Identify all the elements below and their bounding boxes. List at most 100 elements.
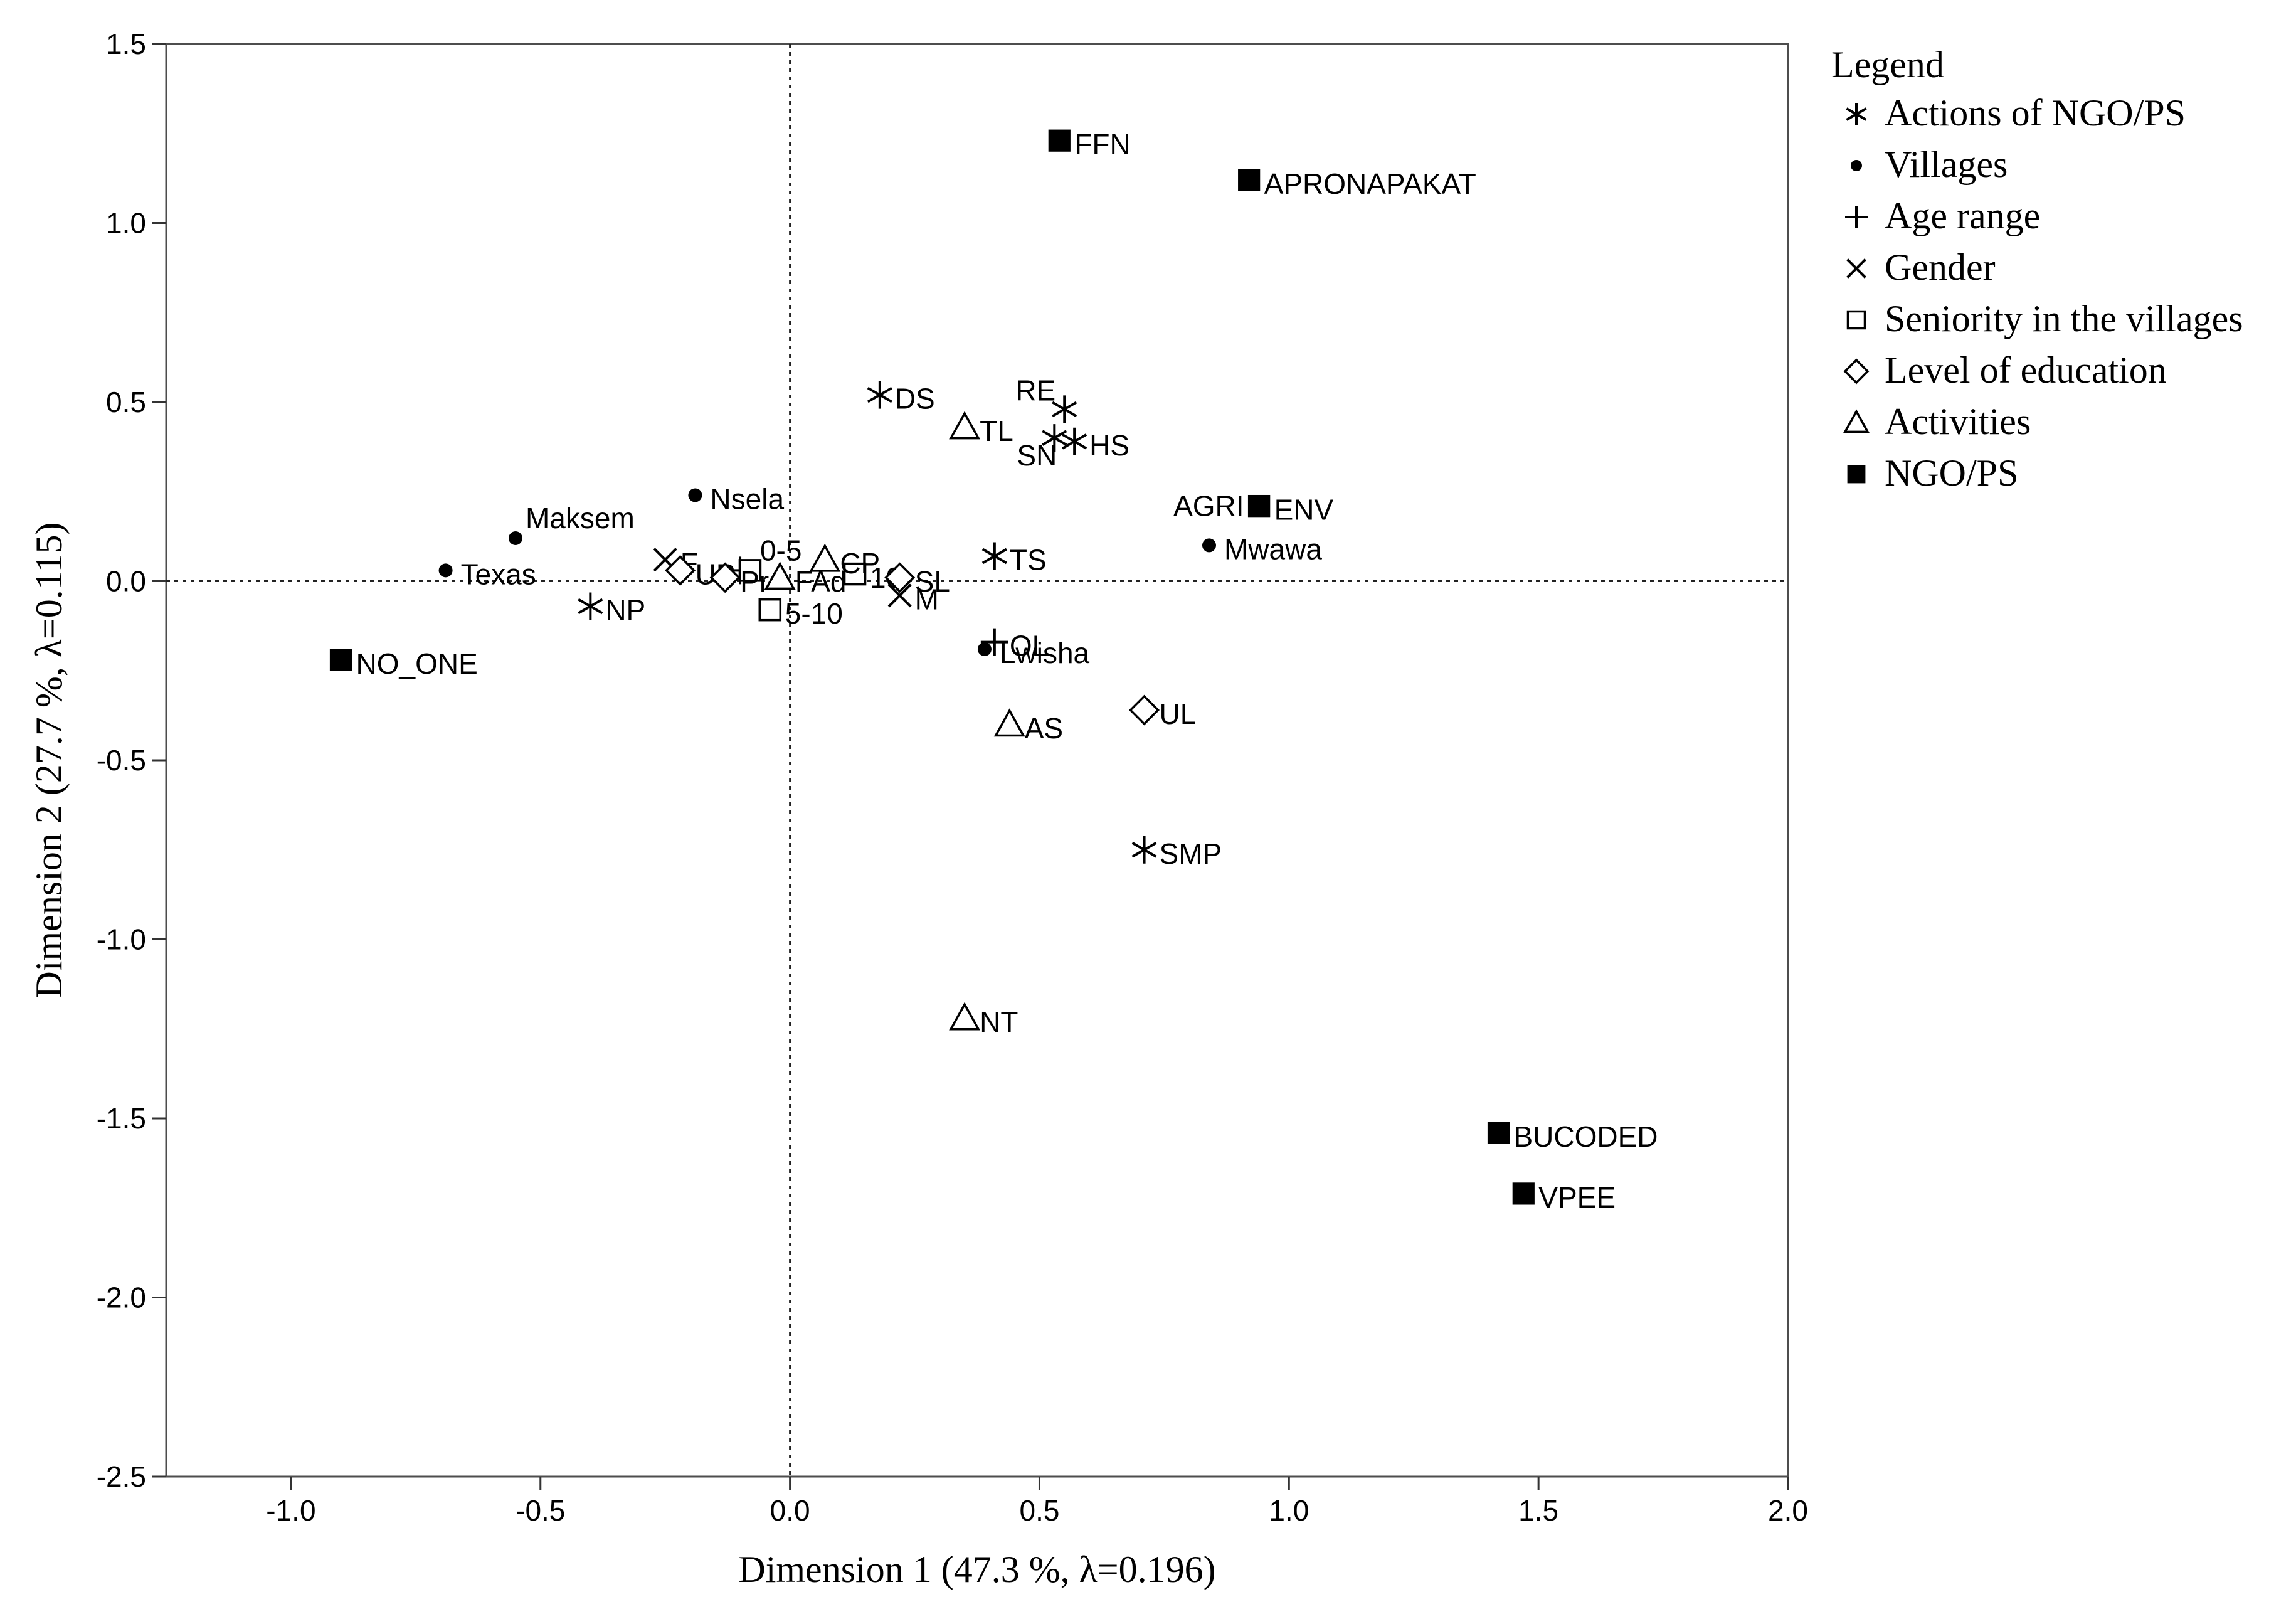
data-point (949, 411, 981, 440)
x-axis: -1.0 -0.5 0.0 0.5 1.0 1.5 2.0 (266, 1477, 1808, 1527)
data-point (665, 555, 696, 586)
data-point (993, 708, 1025, 737)
data-point (867, 381, 892, 409)
x-tick-label: 1.5 (1518, 1494, 1558, 1527)
x-tick-label: -1.0 (266, 1494, 315, 1527)
point-label: SL (915, 565, 950, 598)
point-label: M (915, 583, 939, 615)
legend-marker (1846, 258, 1866, 279)
y-axis: 1.5 1.0 0.5 0.0 -0.5 -1.0 -1.5 -2.0 -2.5 (97, 28, 166, 1493)
data-point (809, 543, 841, 572)
series-level-of-education: ULUPPrSL (665, 555, 1197, 730)
legend-label: Villages (1885, 144, 2008, 185)
point-label: VPEE (1538, 1181, 1616, 1214)
point-label: Mwawa (1224, 533, 1322, 565)
point-label: TS (1010, 544, 1047, 576)
point-label: Nsela (710, 482, 784, 515)
point-label: NP (605, 593, 645, 626)
legend-marker (1846, 103, 1867, 125)
point-label: FAd (795, 565, 847, 598)
legend-label: Activities (1885, 401, 2031, 442)
legend-entry: Level of education (1843, 349, 2167, 391)
legend-entry: Villages (1851, 144, 2008, 185)
legend-items: Actions of NGO/PS Villages Age range Gender… (1843, 92, 2243, 494)
series-actions-of-ngo-ps: DS RE SN HS TS SMP NP (578, 374, 1222, 870)
y-tick-label: -2.5 (97, 1460, 146, 1493)
data-point (738, 559, 762, 582)
point-label: NT (980, 1006, 1018, 1038)
data-point (1052, 395, 1077, 423)
x-tick-label: 0.0 (770, 1494, 810, 1527)
point-label: BUCODED (1513, 1120, 1658, 1153)
data-point (688, 488, 702, 502)
data-point (764, 561, 796, 590)
point-label: UL (1160, 698, 1197, 730)
legend-title: Legend (1831, 44, 1944, 85)
legend-label: Seniority in the villages (1885, 298, 2243, 339)
point-label: Maksem (526, 502, 635, 534)
series-villages: Nsela Maksem Texas Mwawa Lwisha (438, 482, 1322, 669)
data-point (1062, 427, 1087, 455)
point-label: Lwisha (1000, 637, 1090, 669)
data-points: DS RE SN HS TS SMP NP Nsela Maksem Texas Mwawa Lwis… (329, 128, 1658, 1214)
x-tick-label: -0.5 (516, 1494, 565, 1527)
data-point (887, 583, 912, 608)
legend-entry: Activities (1843, 401, 2031, 442)
data-point (1202, 538, 1216, 553)
y-tick-label: -0.5 (97, 744, 146, 777)
point-label: DS (895, 383, 935, 415)
data-point (949, 1002, 981, 1031)
y-tick-label: 0.0 (106, 565, 146, 598)
legend-entry: Actions of NGO/PS (1846, 92, 2186, 134)
y-tick-label: 1.5 (106, 28, 146, 60)
point-label: RE (1015, 374, 1055, 406)
data-point (758, 598, 782, 622)
point-label: ENV (1274, 494, 1334, 526)
x-tick-label: 2.0 (1768, 1494, 1808, 1527)
legend-entry: Age range (1845, 195, 2040, 236)
point-label: AS (1025, 712, 1063, 745)
legend-marker (1845, 206, 1868, 228)
data-point (1048, 129, 1071, 152)
data-point (329, 649, 352, 671)
data-point (1238, 169, 1261, 191)
x-axis-title: Dimension 1 (47.3 %, λ=0.196) (738, 1549, 1215, 1590)
legend-marker (1843, 358, 1870, 385)
y-tick-label: -1.5 (97, 1102, 146, 1135)
data-point (1042, 424, 1067, 452)
x-tick-label: 0.5 (1019, 1494, 1059, 1527)
point-label: TL (980, 415, 1013, 447)
data-point (843, 562, 867, 586)
series-ngo-ps: FFN APRONAPAKAT AGRI ENV NO_ONE BUCODED VPEE (329, 128, 1658, 1214)
point-label: FFN (1074, 128, 1130, 161)
y-tick-label: -1.0 (97, 923, 146, 956)
data-point (1247, 494, 1271, 518)
legend-entry: Seniority in the villages (1846, 298, 2243, 339)
y-tick-label: 1.0 (106, 207, 146, 240)
y-tick-label: 0.5 (106, 386, 146, 418)
y-tick-label: -2.0 (97, 1282, 146, 1314)
data-point (1512, 1182, 1535, 1205)
y-axis-title: Dimension 2 (27.7 %, λ=0.115) (28, 523, 70, 999)
legend-entry: Gender (1846, 247, 1996, 288)
data-point (578, 592, 603, 620)
legend-label: Age range (1885, 195, 2040, 236)
data-point (438, 563, 453, 578)
data-point (884, 562, 916, 593)
point-label: NO_ONE (356, 647, 477, 680)
data-point (980, 628, 1008, 656)
legend-label: Gender (1885, 247, 1996, 288)
point-label: 0-5 (760, 534, 801, 566)
legend-entry: NGO/PS (1847, 452, 2018, 494)
data-point (981, 542, 1007, 570)
data-point (709, 562, 741, 593)
point-label: CP (840, 547, 880, 580)
data-point (1131, 836, 1157, 864)
reference-lines (166, 44, 1788, 1477)
legend-label: NGO/PS (1885, 452, 2018, 494)
legend-marker (1847, 465, 1866, 484)
point-label: HS (1089, 429, 1129, 462)
legend-label: Level of education (1885, 349, 2167, 391)
